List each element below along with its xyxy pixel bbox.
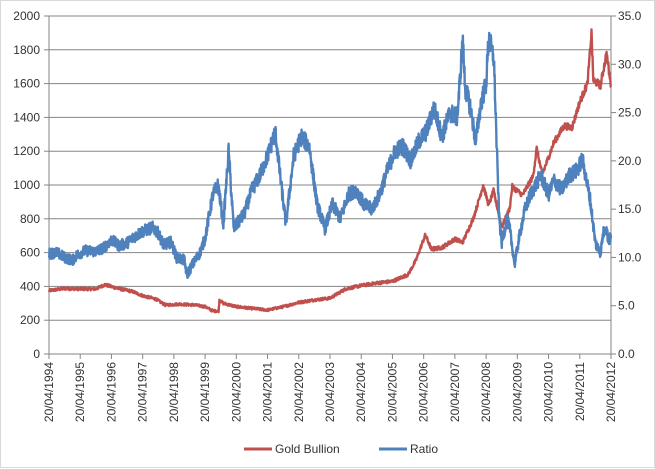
y-left-tick-label: 1800 xyxy=(13,43,40,57)
x-tick-label: 20/04/2004 xyxy=(354,362,368,422)
y-right-tick-label: 25.0 xyxy=(618,106,642,120)
y-left-tick-label: 1400 xyxy=(13,110,40,124)
x-tick-label: 20/04/2003 xyxy=(323,362,337,422)
x-tick-label: 20/04/1994 xyxy=(42,362,56,422)
x-tick-label: 20/04/2010 xyxy=(542,362,556,422)
y-left-tick-label: 600 xyxy=(20,246,40,260)
y-right-tick-label: 15.0 xyxy=(618,202,642,216)
x-tick-label: 20/04/2011 xyxy=(573,362,587,421)
legend-label-gold-bullion: Gold Bullion xyxy=(275,442,340,456)
x-tick-label: 20/04/2005 xyxy=(385,362,399,422)
y-right-tick-label: 20.0 xyxy=(618,154,642,168)
x-tick-label: 20/04/2006 xyxy=(417,362,431,422)
legend-label-ratio: Ratio xyxy=(410,442,438,456)
y-left-tick-label: 800 xyxy=(20,212,40,226)
y-right-tick-label: 0.0 xyxy=(618,347,635,361)
x-tick-label: 20/04/2000 xyxy=(229,362,243,422)
y-left-tick-label: 1200 xyxy=(13,144,40,158)
y-left-tick-label: 200 xyxy=(20,313,40,327)
x-tick-label: 20/04/1997 xyxy=(136,362,150,422)
x-tick-label: 20/04/1996 xyxy=(104,362,118,422)
series-line-ratio xyxy=(47,31,613,279)
x-tick-label: 20/04/2012 xyxy=(604,362,618,422)
x-tick-label: 20/04/2008 xyxy=(479,362,493,422)
x-tick-label: 20/04/2002 xyxy=(292,362,306,422)
y-left-tick-label: 2000 xyxy=(13,9,40,23)
x-tick-label: 20/04/1995 xyxy=(73,362,87,422)
y-left-tick-label: 1600 xyxy=(13,77,40,91)
x-tick-label: 20/04/1999 xyxy=(198,362,212,422)
y-left-tick-label: 0 xyxy=(33,347,40,361)
x-tick-label: 20/04/2009 xyxy=(510,362,524,422)
y-right-tick-label: 5.0 xyxy=(618,299,635,313)
y-right-tick-label: 10.0 xyxy=(618,250,642,264)
x-tick-label: 20/04/2007 xyxy=(448,362,462,422)
y-right-tick-label: 30.0 xyxy=(618,57,642,71)
x-tick-label: 20/04/1998 xyxy=(167,362,181,422)
y-right-tick-label: 35.0 xyxy=(618,9,642,23)
series-line-gold-bullion xyxy=(47,28,612,314)
y-left-tick-label: 1000 xyxy=(13,178,40,192)
x-tick-label: 20/04/2001 xyxy=(261,362,275,422)
y-left-tick-label: 400 xyxy=(20,279,40,293)
